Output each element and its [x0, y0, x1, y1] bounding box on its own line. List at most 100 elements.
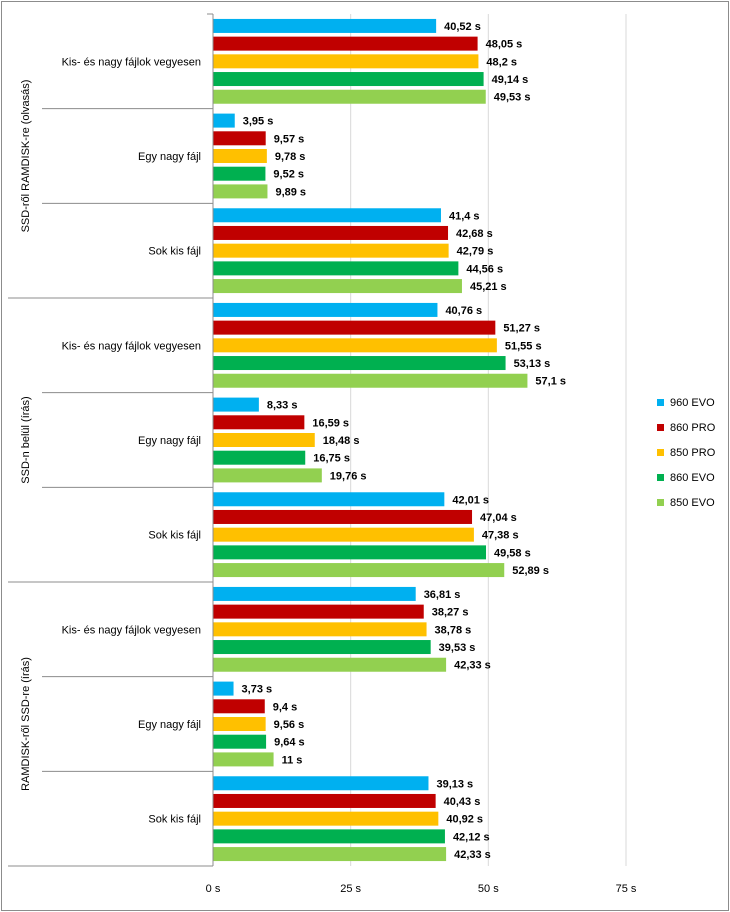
legend-swatch: [657, 424, 664, 431]
bar: [213, 338, 497, 353]
legend-swatch: [657, 474, 664, 481]
data-label: 47,38 s: [482, 530, 519, 542]
bar: [213, 734, 267, 749]
data-label: 9,78 s: [275, 151, 306, 163]
bar: [213, 18, 437, 33]
group-label: SSD-n belül (írás): [20, 396, 32, 483]
data-label: 3,73 s: [242, 684, 273, 696]
bar: [213, 527, 474, 542]
bar: [213, 492, 445, 507]
data-label: 38,78 s: [435, 624, 472, 636]
data-label: 51,55 s: [505, 340, 542, 352]
data-label: 45,21 s: [470, 281, 507, 293]
bar: [213, 166, 266, 181]
x-tick-label: 50 s: [478, 883, 499, 895]
category-label: Sok kis fájl: [148, 530, 201, 542]
category-label: Egy nagy fájl: [138, 719, 201, 731]
bar: [213, 752, 274, 767]
bar: [213, 225, 449, 240]
data-label: 36,81 s: [424, 589, 461, 601]
data-label: 40,52 s: [444, 21, 481, 33]
data-label: 49,14 s: [492, 74, 529, 86]
bar: [213, 54, 479, 69]
data-label: 42,33 s: [454, 660, 491, 672]
data-label: 18,48 s: [323, 435, 360, 447]
data-label: 48,2 s: [486, 56, 517, 68]
data-label: 38,27 s: [432, 607, 469, 619]
bar: [213, 373, 528, 388]
bar: [213, 586, 416, 601]
legend-label: 960 EVO: [670, 397, 715, 409]
data-label: 40,92 s: [446, 814, 483, 826]
category-label: Sok kis fájl: [148, 814, 201, 826]
value-labels: 40,52 s 48,05 s 48,2 s 49,14 s 49,53 s 3,95 s…: [242, 21, 566, 861]
legend-swatch: [657, 499, 664, 506]
bar: [213, 811, 439, 826]
bar: [213, 261, 459, 276]
bar: [213, 279, 462, 294]
bar: [213, 302, 438, 317]
category-separators: [8, 13, 214, 867]
bar: [213, 72, 484, 87]
bar: [213, 604, 424, 619]
legend-label: 860 EVO: [670, 472, 715, 484]
data-label: 9,64 s: [274, 737, 305, 749]
x-tick-label: 0 s: [206, 883, 221, 895]
bar: [213, 149, 267, 163]
data-label: 42,01 s: [452, 494, 489, 506]
bar: [213, 356, 506, 371]
gridlines: [350, 14, 627, 866]
data-label: 8,33 s: [267, 400, 298, 412]
category-label: Egy nagy fájl: [138, 435, 201, 447]
data-label: 49,53 s: [494, 92, 531, 104]
data-label: 53,13 s: [514, 358, 551, 370]
data-label: 44,56 s: [466, 263, 503, 275]
bar: [213, 243, 449, 258]
bar: [213, 89, 486, 104]
bar: [213, 397, 259, 412]
data-label: 9,56 s: [274, 719, 305, 731]
data-label: 9,89 s: [275, 186, 306, 198]
data-label: 51,27 s: [503, 323, 540, 335]
data-label: 40,76 s: [445, 305, 482, 317]
data-label: 49,58 s: [494, 547, 531, 559]
bar: [213, 717, 266, 731]
bar: [213, 829, 445, 844]
data-label: 42,79 s: [457, 246, 494, 258]
data-label: 42,33 s: [454, 849, 491, 861]
bar: [213, 320, 496, 335]
category-label: Kis- és nagy fájlok vegyesen: [62, 624, 201, 636]
legend-label: 850 PRO: [670, 447, 716, 459]
data-label: 19,76 s: [330, 470, 367, 482]
data-label: 3,95 s: [243, 116, 274, 128]
x-axis-ticks: 0 s 25 s 50 s 75 s: [206, 883, 637, 895]
group-labels: SSD-ről RAMDISK-re (olvasás) SSD-n belül …: [20, 80, 32, 791]
data-label: 9,52 s: [273, 169, 304, 181]
legend-swatch: [657, 399, 664, 406]
category-labels: Kis- és nagy fájlok vegyesen Egy nagy fáj…: [62, 56, 201, 825]
bar: [213, 509, 473, 524]
legend-label: 850 EVO: [670, 497, 715, 509]
bar: [213, 681, 234, 696]
bar: [213, 131, 266, 146]
bar: [213, 563, 505, 578]
data-label: 40,43 s: [444, 796, 481, 808]
legend-swatch: [657, 449, 664, 456]
data-label: 41,4 s: [449, 210, 480, 222]
category-label: Egy nagy fájl: [138, 151, 201, 163]
group-label: SSD-ről RAMDISK-re (olvasás): [20, 80, 32, 233]
bar: [213, 793, 436, 808]
data-label: 42,68 s: [456, 228, 493, 240]
category-label: Kis- és nagy fájlok vegyesen: [62, 56, 201, 68]
bars: [213, 18, 528, 862]
data-label: 39,53 s: [439, 642, 476, 654]
data-label: 16,75 s: [313, 453, 350, 465]
bar: [213, 699, 265, 714]
category-label: Sok kis fájl: [148, 246, 201, 258]
data-label: 48,05 s: [486, 39, 523, 51]
bar: [213, 622, 427, 637]
data-label: 11 s: [282, 754, 303, 766]
bar: [213, 545, 487, 560]
